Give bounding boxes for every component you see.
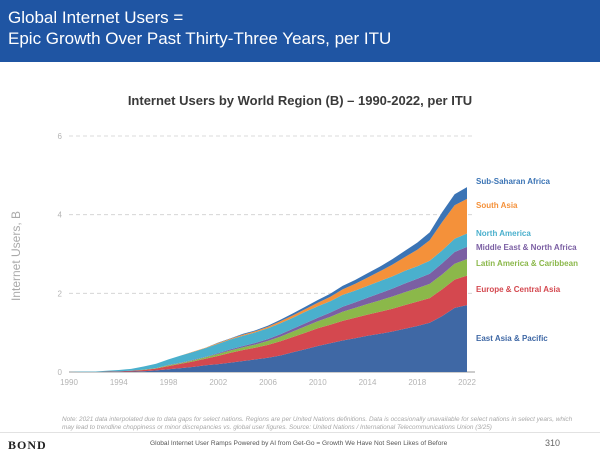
page-title-line-1: Global Internet Users = (8, 8, 184, 27)
series-label-middle-east-north-africa: Middle East & North Africa (476, 243, 577, 252)
y-tick-label-2: 2 (58, 289, 63, 298)
footnote: Note: 2021 data interpolated due to data… (62, 416, 573, 431)
x-tick-label-2006: 2006 (259, 378, 277, 387)
y-tick-label-4: 4 (58, 211, 63, 220)
x-tick-label-1990: 1990 (60, 378, 78, 387)
chart-title: Internet Users by World Region (B) – 199… (127, 93, 473, 108)
footer: BOND Global Internet User Ramps Powered … (0, 432, 600, 452)
page-title-line-2: Epic Growth Over Past Thirty-Three Years… (8, 29, 392, 48)
x-tick-label-1998: 1998 (160, 378, 178, 387)
area-east-asia-pacific (69, 305, 467, 372)
x-tick-label-2010: 2010 (309, 378, 327, 387)
x-tick-label-2002: 2002 (209, 378, 227, 387)
series-label-south-asia: South Asia (476, 201, 518, 210)
x-tick-label-2018: 2018 (408, 378, 426, 387)
series-label-europe-central-asia: Europe & Central Asia (476, 285, 561, 294)
x-tick-label-1994: 1994 (110, 378, 128, 387)
page-number: 310 (545, 438, 561, 448)
brand-logo: BOND (8, 438, 47, 452)
series-label-north-america: North America (476, 229, 531, 238)
x-tick-label-2014: 2014 (359, 378, 377, 387)
series-label-east-asia-pacific: East Asia & Pacific (476, 334, 548, 343)
y-tick-label-0: 0 (58, 368, 63, 377)
series-label-sub-saharan-africa: Sub-Saharan Africa (476, 177, 550, 186)
area-europe-central-asia (69, 275, 467, 372)
header-bar: Global Internet Users = Epic Growth Over… (0, 0, 600, 62)
y-tick-label-6: 6 (58, 132, 63, 141)
series-label-latin-america-caribbean: Latin America & Caribbean (476, 259, 578, 268)
x-tick-label-2022: 2022 (458, 378, 476, 387)
footer-text: Global Internet User Ramps Powered by AI… (150, 440, 448, 447)
y-axis-label: Internet Users, B (9, 210, 23, 302)
